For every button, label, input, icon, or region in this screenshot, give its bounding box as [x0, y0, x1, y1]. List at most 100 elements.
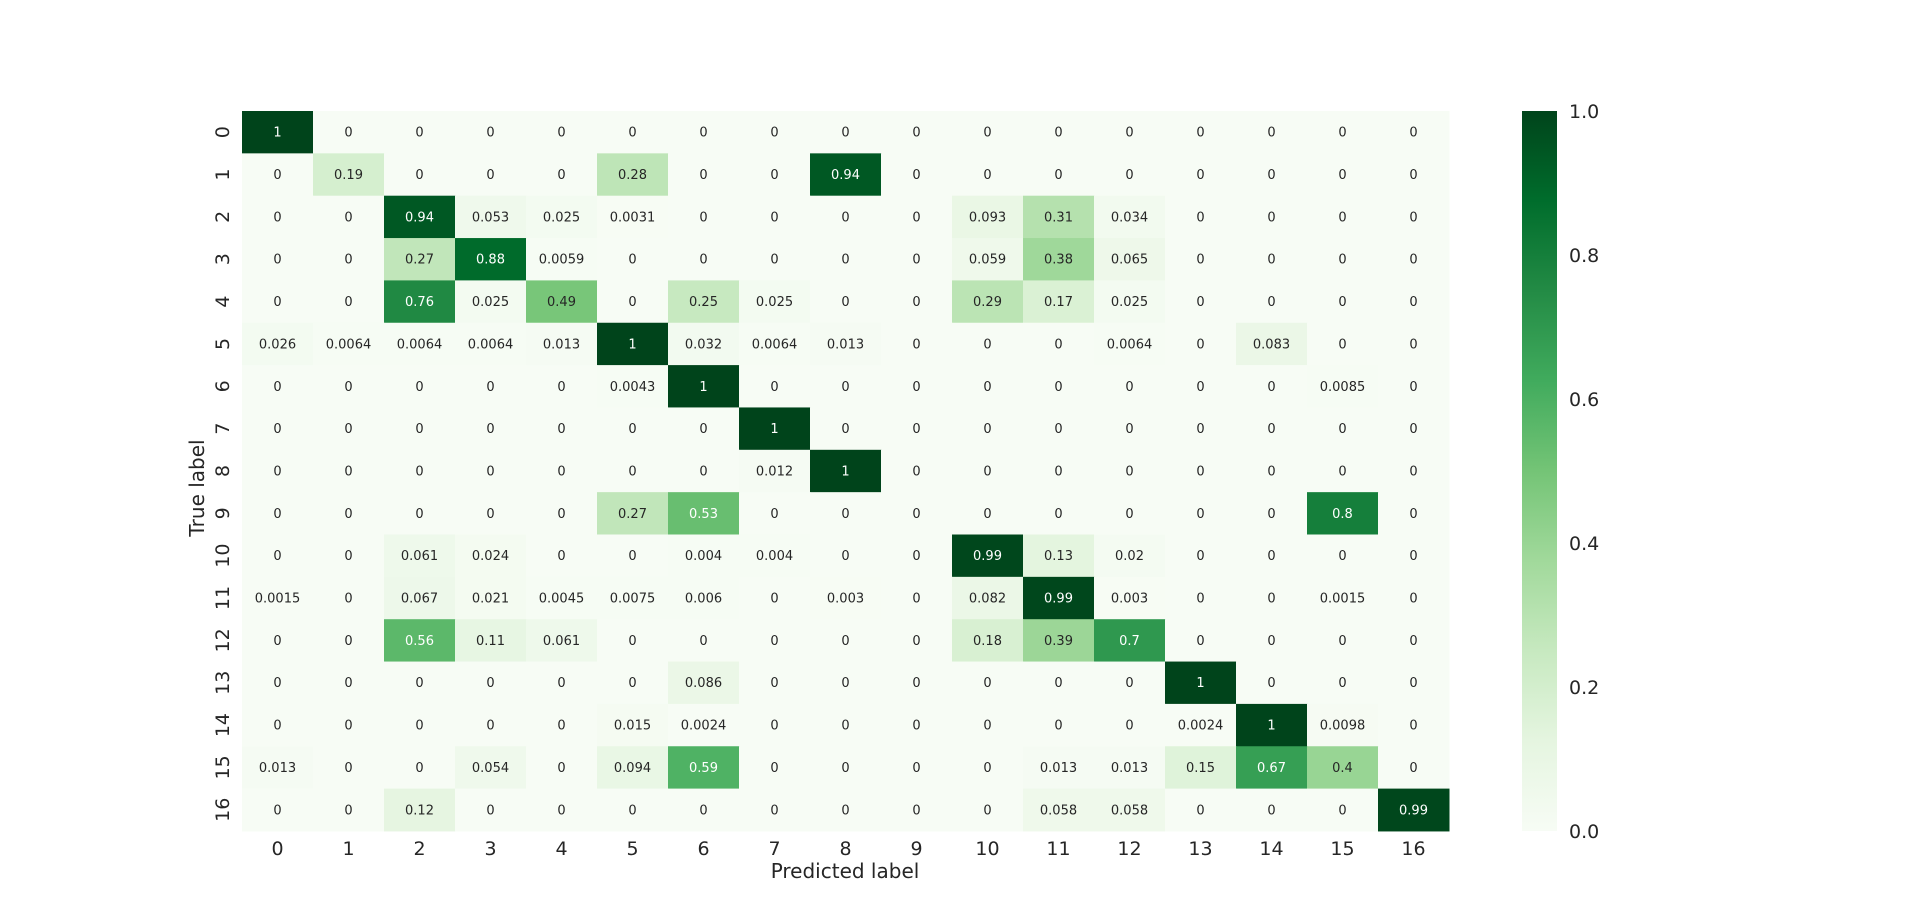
heatmap-cell	[1378, 661, 1450, 705]
cell-value-label: 0	[415, 761, 423, 776]
cell-value-label: 0	[770, 380, 778, 395]
cell-value-label: 0.061	[401, 549, 438, 564]
heatmap-cell	[1094, 703, 1166, 747]
heatmap-cell	[810, 238, 882, 281]
cell-value-label: 0	[557, 761, 565, 776]
x-tick-label: 0	[271, 838, 283, 860]
cell-value-label: 0	[344, 719, 352, 734]
heatmap-cell	[1378, 238, 1450, 281]
cell-value-label: 0	[486, 676, 494, 691]
cell-value-label: 0.11	[476, 634, 505, 649]
heatmap-cell	[810, 788, 882, 832]
x-tick-label: 1	[342, 838, 354, 860]
cell-value-label: 0.94	[831, 168, 860, 183]
heatmap-cell	[1236, 407, 1308, 451]
cell-value-label: 0	[912, 634, 920, 649]
cell-value-label: 0.082	[969, 592, 1006, 607]
cell-value-label: 0	[1267, 422, 1275, 437]
heatmap-cell	[1307, 788, 1379, 832]
x-tick-label: 2	[413, 838, 425, 860]
cell-value-label: 0.17	[1044, 295, 1073, 310]
cell-value-label: 0	[486, 803, 494, 818]
heatmap-cell	[313, 534, 385, 578]
heatmap-cell	[597, 195, 669, 239]
cell-value-label: 0	[699, 422, 707, 437]
heatmap-cell	[384, 153, 456, 197]
cell-value-label: 0.0059	[539, 253, 585, 268]
cell-value-label: 0.13	[1044, 549, 1073, 564]
heatmap-cell	[1236, 619, 1308, 663]
cell-value-label: 0	[1125, 507, 1133, 522]
cell-value-label: 0	[628, 422, 636, 437]
heatmap-cell	[952, 661, 1024, 705]
cell-value-label: 0	[344, 295, 352, 310]
heatmap-cell	[526, 576, 598, 620]
cell-value-label: 0	[1054, 126, 1062, 141]
heatmap-cell	[1094, 746, 1166, 790]
cell-value-label: 0	[1409, 634, 1417, 649]
cell-value-label: 0	[415, 507, 423, 522]
heatmap-cell	[1165, 534, 1237, 578]
heatmap-cell	[1165, 788, 1237, 832]
cell-value-label: 0	[1196, 126, 1204, 141]
heatmap-cell	[1378, 619, 1450, 663]
heatmap-cell	[1307, 407, 1379, 451]
cell-value-label: 0	[273, 380, 281, 395]
heatmap-cell	[597, 788, 669, 832]
cell-value-label: 0	[273, 168, 281, 183]
heatmap-cell	[1023, 365, 1095, 408]
heatmap-cell	[810, 153, 882, 197]
heatmap-cell	[1023, 661, 1095, 705]
heatmap-cell	[242, 238, 314, 281]
cell-value-label: 0.27	[405, 253, 434, 268]
heatmap-cell	[1094, 153, 1166, 197]
heatmap-cell	[1023, 111, 1095, 154]
heatmap-cell	[668, 365, 740, 408]
heatmap-cell	[384, 407, 456, 451]
y-tick-label: 6	[212, 380, 234, 392]
cell-value-label: 0.086	[685, 676, 722, 691]
heatmap-cell	[313, 703, 385, 747]
cell-value-label: 0	[1054, 380, 1062, 395]
heatmap-cell	[881, 195, 953, 239]
cell-value-label: 0	[983, 761, 991, 776]
heatmap-cell	[1023, 534, 1095, 578]
heatmap-cell	[810, 280, 882, 324]
y-tick-label: 10	[212, 544, 234, 568]
cell-value-label: 0	[486, 422, 494, 437]
cell-value-label: 0	[1196, 507, 1204, 522]
cell-value-label: 0	[1267, 380, 1275, 395]
cell-value-label: 0	[770, 676, 778, 691]
x-tick-label: 7	[768, 838, 780, 860]
cell-value-label: 0	[770, 634, 778, 649]
heatmap-cell	[384, 322, 456, 366]
cell-value-label: 0	[1267, 592, 1275, 607]
heatmap-cell	[739, 449, 811, 493]
heatmap-cell	[1236, 534, 1308, 578]
cell-value-label: 0	[699, 168, 707, 183]
cell-value-label: 0.0045	[539, 592, 585, 607]
heatmap-cell	[242, 449, 314, 493]
heatmap-cell	[1165, 153, 1237, 197]
heatmap-cell	[668, 280, 740, 324]
cell-value-label: 0	[983, 507, 991, 522]
y-tick-label: 8	[212, 465, 234, 477]
cell-value-label: 0.99	[1399, 803, 1428, 818]
heatmap-cell	[384, 746, 456, 790]
heatmap-cell	[810, 661, 882, 705]
cell-value-label: 0	[1125, 676, 1133, 691]
cell-value-label: 0	[628, 295, 636, 310]
cell-value-label: 0	[912, 549, 920, 564]
heatmap-cell	[242, 746, 314, 790]
cell-value-label: 0	[983, 803, 991, 818]
heatmap-cell	[313, 280, 385, 324]
cell-value-label: 0	[628, 634, 636, 649]
heatmap-cell	[1378, 746, 1450, 790]
heatmap-cell	[1236, 111, 1308, 154]
x-tick-label: 5	[626, 838, 638, 860]
heatmap-cell	[739, 280, 811, 324]
heatmap-cell	[455, 619, 527, 663]
heatmap-cell	[1236, 365, 1308, 408]
heatmap-cell	[1307, 534, 1379, 578]
cell-value-label: 0.0064	[468, 337, 514, 352]
